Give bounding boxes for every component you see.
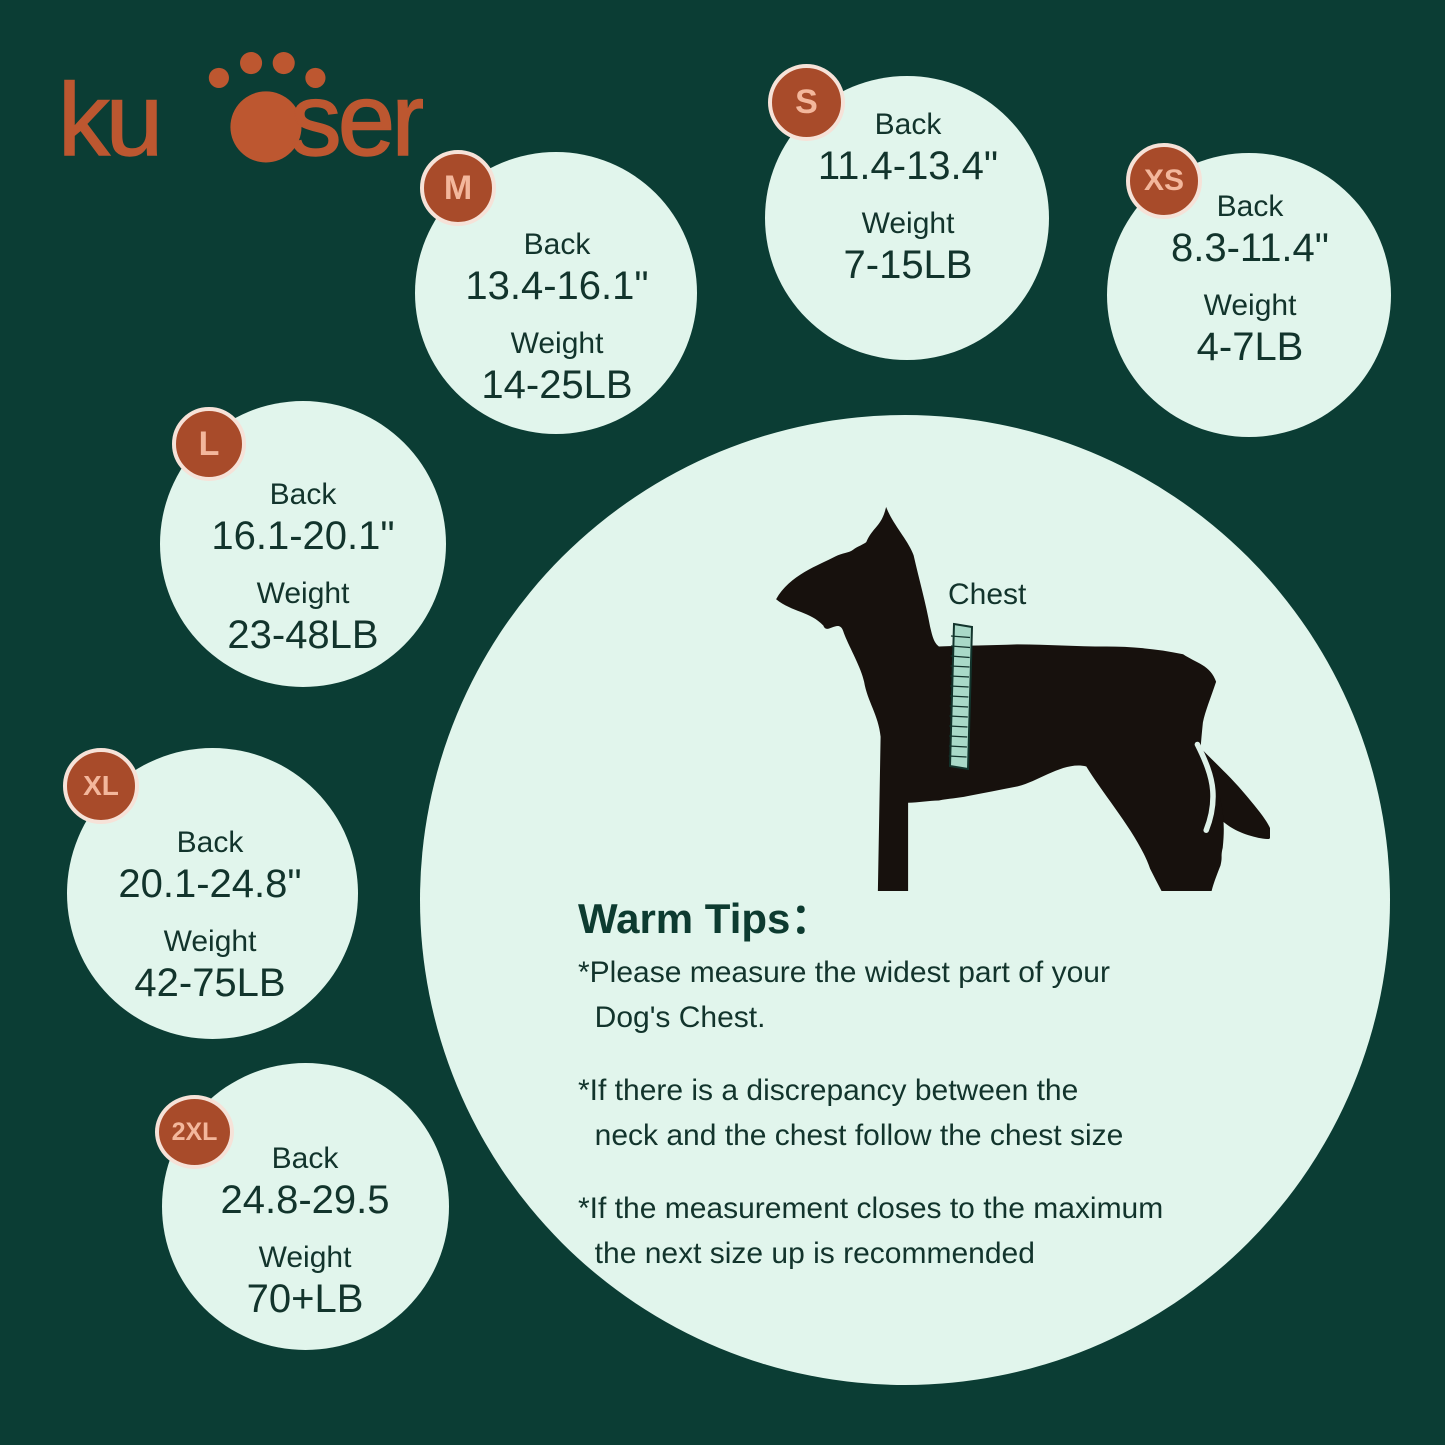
svg-text:ku: ku bbox=[58, 62, 159, 175]
svg-text:ser: ser bbox=[290, 62, 423, 175]
